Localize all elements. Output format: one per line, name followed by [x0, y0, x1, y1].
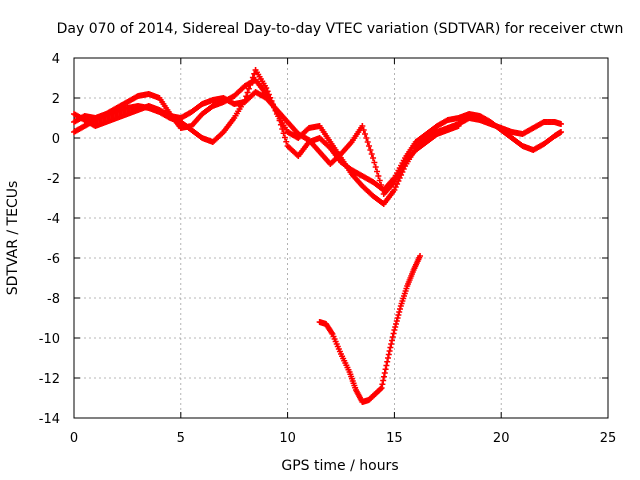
y-tick-label: -10 [39, 332, 60, 347]
data-point [391, 327, 398, 333]
data-series [71, 67, 565, 405]
y-tick-label: -12 [39, 372, 60, 387]
gridlines [74, 58, 608, 418]
data-point [417, 253, 424, 259]
data-point [248, 78, 255, 85]
data-point [376, 177, 383, 184]
data-point [281, 134, 288, 141]
data-point [380, 373, 387, 380]
y-tick-label: -4 [47, 212, 60, 227]
data-point [387, 344, 394, 351]
y-tick-label: -14 [39, 412, 60, 427]
data-point [363, 135, 370, 141]
data-point [393, 318, 400, 324]
y-tick-label: -6 [47, 252, 60, 267]
data-point [392, 324, 399, 330]
data-point [390, 330, 397, 337]
plot-frame [73, 57, 609, 419]
data-point [455, 123, 462, 129]
data-point [389, 334, 396, 340]
data-point [379, 381, 386, 388]
x-tick-label: 25 [600, 431, 617, 446]
data-point [245, 85, 252, 92]
data-point [381, 370, 388, 376]
data-point [360, 127, 367, 133]
data-point [397, 306, 404, 312]
data-point [558, 129, 565, 135]
data-point [394, 315, 401, 321]
data-point [362, 131, 369, 137]
chart-title: Day 070 of 2014, Sidereal Day-to-day VTE… [57, 21, 624, 37]
data-point [265, 91, 272, 98]
data-point [283, 138, 290, 145]
data-point [393, 321, 400, 327]
data-point [364, 139, 371, 145]
data-point [359, 123, 366, 129]
data-point [383, 362, 390, 369]
data-point [382, 366, 389, 373]
y-tick-label: -8 [47, 292, 60, 307]
data-point [371, 159, 378, 166]
data-point [372, 164, 379, 170]
x-tick-label: 0 [70, 431, 78, 446]
x-tick-label: 5 [177, 431, 185, 446]
data-point [385, 351, 392, 358]
data-point [380, 377, 387, 384]
y-tick-label: 4 [52, 52, 60, 67]
data-point [375, 173, 382, 179]
data-point [386, 348, 393, 354]
data-point [368, 151, 375, 157]
data-point [370, 155, 377, 161]
x-tick-label: 10 [279, 431, 296, 446]
data-point [264, 88, 271, 95]
data-point [378, 182, 385, 188]
data-point [249, 74, 256, 81]
data-point [244, 89, 251, 96]
y-tick-label: -2 [47, 172, 60, 187]
data-point [384, 358, 391, 365]
data-point [378, 385, 385, 391]
y-tick-label: 0 [52, 132, 60, 147]
data-point [384, 355, 391, 361]
data-point [388, 337, 395, 344]
data-point [367, 147, 374, 153]
x-tick-label: 15 [386, 431, 403, 446]
data-point [247, 82, 254, 88]
data-point [280, 130, 287, 137]
series-track-d [316, 253, 424, 405]
data-point [395, 312, 402, 318]
y-tick-label: 2 [52, 92, 60, 107]
series-track-c [71, 89, 462, 197]
data-point [366, 143, 373, 149]
data-point [396, 309, 403, 315]
data-point [374, 168, 381, 175]
data-point [558, 121, 565, 127]
y-axis-label: SDTVAR / TECUs [5, 181, 21, 296]
data-point [388, 341, 395, 347]
data-point [263, 85, 270, 91]
x-axis-label: GPS time / hours [281, 458, 398, 474]
x-tick-label: 20 [493, 431, 510, 446]
